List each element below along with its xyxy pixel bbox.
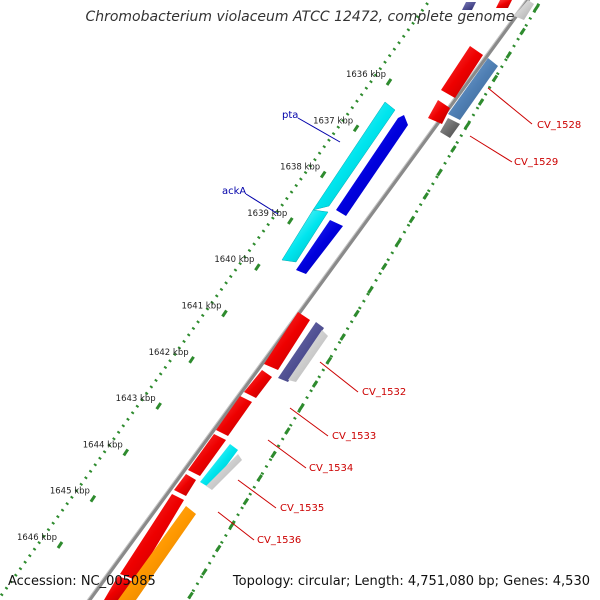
scale-tick	[352, 124, 360, 133]
label-cv1534[interactable]: CV_1534	[309, 463, 353, 474]
label-ackA[interactable]: ackA	[222, 186, 246, 197]
gene-red-1543[interactable]	[216, 396, 252, 436]
scale-tick	[221, 309, 228, 318]
scale-tick	[89, 494, 97, 503]
right-tick	[297, 403, 305, 412]
right-tick	[242, 497, 250, 506]
scale-tick	[319, 170, 327, 179]
right-tick	[394, 239, 402, 247]
gene-light-1532[interactable]	[288, 330, 328, 382]
gene-red-top-2[interactable]	[428, 100, 450, 124]
label-cv1536[interactable]: CV_1536	[257, 535, 301, 546]
leader-lines	[217, 87, 533, 541]
right-tick	[325, 356, 333, 365]
scale-label: 1645 kbp	[50, 487, 90, 497]
right-tick	[533, 4, 540, 12]
right-ticks	[187, 4, 540, 600]
scale-label: 1641 kbp	[181, 302, 221, 312]
right-tick	[311, 380, 319, 388]
genome-backbone	[86, 0, 531, 600]
right-tick	[450, 145, 457, 153]
right-tick	[214, 544, 222, 553]
right-tick	[353, 309, 360, 318]
gene-light-1535[interactable]	[206, 454, 242, 490]
scale-label: 1640 kbp	[214, 255, 254, 265]
scale-tick	[254, 263, 261, 272]
scale-label: 1644 kbp	[83, 440, 123, 450]
gene-arrow-top-blue[interactable]	[462, 2, 476, 10]
gene-pta[interactable]	[312, 101, 396, 211]
scale-tick	[287, 217, 294, 225]
right-tick	[339, 333, 346, 341]
right-tick	[519, 27, 526, 36]
gene-ackA[interactable]	[336, 115, 408, 216]
scale-label: 1646 kbp	[17, 533, 57, 543]
right-dashed-line	[186, 0, 543, 600]
right-tick	[284, 427, 291, 435]
scale-ticks	[56, 78, 393, 549]
map-title: Chromobacterium violaceum ATCC 12472, co…	[85, 9, 515, 25]
scale-label: 1637 kbp	[313, 116, 353, 126]
scale-label: 1638 kbp	[280, 163, 320, 173]
right-tick	[270, 450, 277, 459]
scale-label: 1643 kbp	[116, 394, 156, 404]
right-tick	[491, 74, 499, 83]
right-tick	[201, 568, 208, 576]
label-cv1529[interactable]: CV_1529	[514, 157, 558, 168]
right-tick	[380, 262, 388, 271]
scale-tick	[188, 355, 195, 364]
gene-red-1544[interactable]	[188, 434, 226, 476]
gene-red-1541[interactable]	[264, 312, 310, 370]
gene-red-1545[interactable]	[174, 474, 196, 496]
label-cv1535[interactable]: CV_1535	[280, 503, 324, 514]
scale-dotted-line	[0, 0, 432, 600]
right-tick	[367, 286, 374, 294]
gene-pta-lower[interactable]	[281, 209, 329, 263]
gene-red-1546[interactable]	[120, 494, 184, 580]
genome-summary: Topology: circular; Length: 4,751,080 bp…	[232, 574, 590, 589]
scale-tick	[122, 448, 130, 457]
gene-red-bottom[interactable]	[104, 576, 134, 600]
right-tick	[477, 98, 485, 106]
right-tick	[228, 521, 236, 529]
scale-tick	[56, 541, 64, 549]
scale-label: 1636 kbp	[346, 70, 386, 80]
scale-label: 1639 kbp	[247, 209, 287, 219]
gene-steel-1528[interactable]	[448, 58, 498, 120]
accession-label: Accession: NC_005085	[8, 574, 156, 589]
gene-arrow-top-red[interactable]	[496, 0, 512, 8]
right-tick	[408, 215, 416, 224]
gene-red-top-1[interactable]	[441, 46, 483, 98]
gene-navy-1532[interactable]	[278, 322, 324, 382]
scale-label: 1642 kbp	[149, 348, 189, 358]
scale-labels: 1636 kbp 1637 kbp 1638 kbp 1639 kbp 1640 kbp…	[17, 70, 386, 543]
gene-ackA-lower[interactable]	[296, 220, 343, 274]
scale-tick	[385, 78, 393, 86]
right-tick	[505, 51, 512, 59]
gene-grey-1529[interactable]	[440, 118, 460, 138]
scale-tick	[155, 402, 162, 410]
gene-light-top[interactable]	[514, 0, 534, 20]
right-tick	[422, 192, 429, 200]
gene-orange-1536[interactable]	[118, 506, 196, 600]
right-tick	[187, 591, 194, 600]
right-tick	[463, 121, 471, 130]
right-tick	[256, 474, 263, 482]
label-cv1528[interactable]: CV_1528	[537, 120, 581, 131]
label-pta[interactable]: pta	[282, 110, 298, 121]
label-cv1532[interactable]: CV_1532	[362, 387, 406, 398]
right-tick	[436, 168, 443, 177]
gene-cyan-1535[interactable]	[200, 444, 238, 488]
gene-red-1542[interactable]	[244, 370, 272, 398]
label-cv1533[interactable]: CV_1533	[332, 431, 376, 442]
